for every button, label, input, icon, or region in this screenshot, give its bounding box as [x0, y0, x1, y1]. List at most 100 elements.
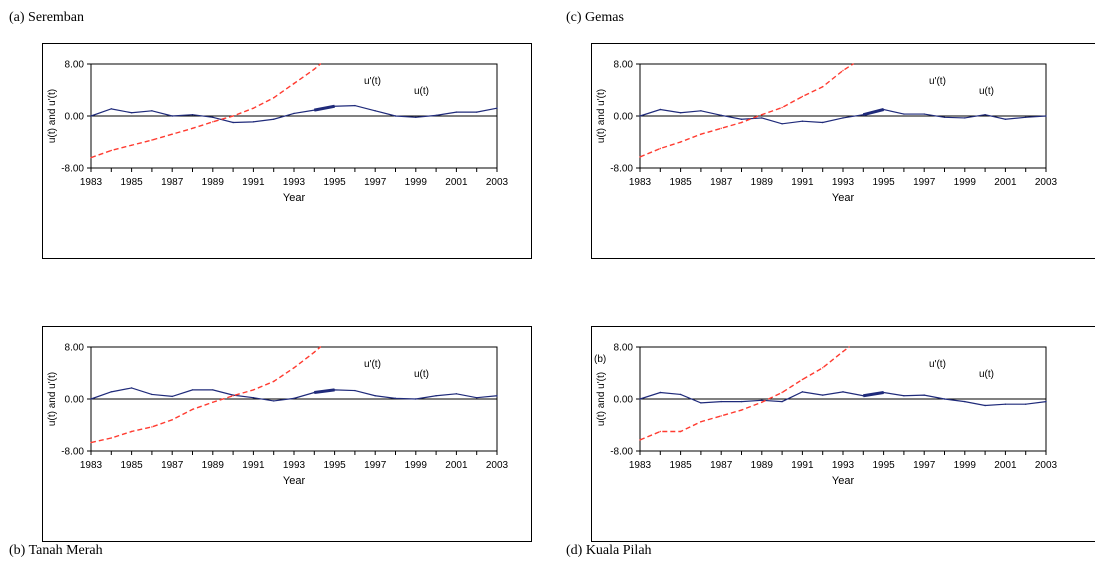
x-tick-label: 1987 [710, 460, 733, 471]
y-tick-label: 8.00 [614, 60, 634, 71]
data-point-u [374, 110, 376, 112]
data-point-u [435, 395, 437, 397]
data-point-u-prime [110, 437, 113, 439]
data-point-u-prime [171, 419, 173, 421]
data-point-u-prime [273, 380, 275, 383]
series-line-u-prime [639, 346, 850, 441]
x-axis-title: Year [283, 192, 306, 204]
y-tick-label: 8.00 [65, 343, 85, 354]
data-point-u [964, 400, 966, 403]
x-tick-label: 1993 [283, 460, 306, 471]
data-point-u [110, 108, 113, 110]
series-highlight-u [314, 388, 335, 394]
x-tick-label: 1997 [913, 177, 936, 188]
data-point-u [659, 108, 661, 111]
y-tick-label: 8.00 [65, 60, 85, 71]
data-point-u [90, 398, 92, 400]
data-point-u [191, 114, 194, 116]
data-point-u-prime [659, 147, 661, 150]
data-point-u [354, 389, 356, 392]
data-point-u-prime [700, 133, 702, 135]
data-point-u [842, 391, 844, 393]
data-point-u-prime [781, 391, 783, 394]
data-point-u [374, 395, 376, 397]
data-point-u [659, 391, 661, 394]
series-highlight-u [862, 108, 884, 117]
series-label-u: u(t) [414, 369, 429, 380]
data-point-u [476, 397, 478, 399]
data-point-u [720, 400, 722, 403]
data-point-u-prime [639, 156, 641, 158]
data-point-u [1004, 118, 1007, 120]
data-point-u [984, 114, 986, 116]
data-point-u-prime [319, 346, 322, 348]
y-tick-label: -8.00 [61, 164, 84, 175]
data-point-u [293, 112, 295, 115]
x-tick-label: 1989 [751, 460, 774, 471]
series-line-u-prime [639, 63, 854, 158]
x-tick-label: 1997 [364, 177, 387, 188]
data-point-u [90, 115, 92, 117]
data-point-u [435, 114, 437, 117]
data-point-u [801, 120, 804, 122]
data-point-u-prime [273, 97, 275, 99]
series-line-u-prime [90, 63, 321, 159]
data-point-u-prime [252, 389, 255, 391]
x-tick-label: 2003 [1035, 460, 1058, 471]
y-tick-label: 0.00 [614, 395, 634, 406]
data-point-u-prime [293, 367, 295, 369]
data-point-u [720, 114, 722, 117]
x-tick-label: 2003 [486, 460, 509, 471]
x-tick-label: 1995 [323, 177, 346, 188]
x-tick-label: 1993 [832, 177, 855, 188]
series-label-u-prime: u'(t) [364, 76, 381, 87]
series-label-u: u(t) [979, 86, 994, 97]
x-tick-label: 2003 [1035, 177, 1058, 188]
data-point-u [761, 117, 763, 119]
caption-seremban: (a) Seremban [9, 10, 85, 25]
data-point-u [964, 117, 966, 119]
data-point-u [171, 115, 173, 117]
series-label-u: u(t) [979, 369, 994, 380]
data-point-u-prime [90, 441, 92, 444]
stray-label: (b) [594, 354, 606, 365]
x-tick-label: 2003 [486, 177, 509, 188]
chart-panel-gemas: -8.00 0.00 8.00 1983 1985 1987 1989 1991 1993 199… [591, 43, 1095, 259]
data-point-u [1045, 400, 1047, 403]
data-point-u [212, 116, 214, 119]
x-tick-label: 1997 [364, 460, 387, 471]
data-point-u [455, 111, 458, 113]
data-point-u [252, 397, 255, 399]
y-axis-title: u(t) and u'(t) [47, 372, 58, 426]
data-point-u [212, 389, 214, 391]
data-point-u-prime [781, 106, 783, 109]
data-point-u [781, 400, 783, 403]
x-tick-label: 1997 [913, 460, 936, 471]
data-point-u [801, 391, 804, 393]
data-point-u-prime [639, 439, 641, 441]
x-tick-label: 1987 [710, 177, 733, 188]
caption-kuala-pilah: (d) Kuala Pilah [566, 543, 652, 558]
data-point-u [740, 118, 743, 120]
data-point-u-prime [659, 430, 661, 433]
data-point-u [130, 112, 133, 114]
x-tick-label: 2001 [445, 177, 468, 188]
data-point-u [130, 387, 133, 389]
x-tick-label: 1985 [120, 460, 143, 471]
data-point-u [639, 398, 641, 400]
data-point-u [476, 111, 478, 113]
data-point-u-prime [761, 114, 763, 116]
x-tick-label: 1989 [202, 177, 225, 188]
y-axis-title: u(t) and u'(t) [596, 372, 607, 426]
data-point-u-prime [232, 395, 234, 397]
data-point-u-prime [130, 144, 133, 146]
data-point-u [781, 123, 783, 125]
data-point-u-prime [801, 378, 804, 381]
x-axis-title: Year [832, 475, 855, 487]
x-tick-label: 1989 [751, 177, 774, 188]
data-point-u-prime [151, 426, 153, 428]
data-point-u-prime [212, 121, 214, 123]
y-tick-label: 0.00 [65, 395, 85, 406]
data-point-u [191, 389, 194, 391]
data-point-u-prime [842, 69, 844, 72]
